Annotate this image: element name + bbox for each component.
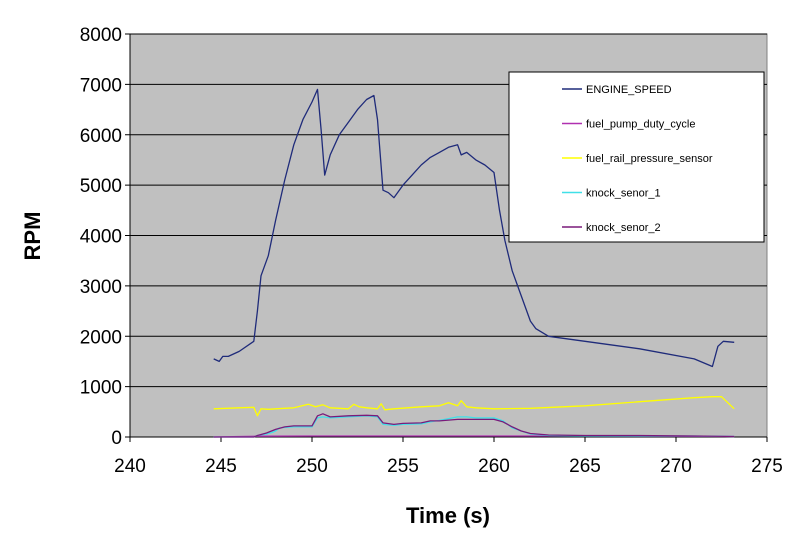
legend-label: knock_senor_1 [586, 188, 661, 200]
x-tick-label: 275 [751, 456, 783, 477]
y-tick-label: 8000 [80, 25, 122, 46]
x-tick-label: 265 [569, 456, 601, 477]
y-tick-label: 5000 [80, 176, 122, 197]
x-tick-label: 240 [114, 456, 146, 477]
y-tick-label: 0 [111, 428, 122, 449]
y-axis-title: RPM [20, 212, 45, 261]
series-line-engine-speed [213, 88, 735, 368]
y-tick-label: 2000 [80, 327, 122, 348]
legend-label: knock_senor_2 [586, 222, 661, 234]
x-tick-label: 255 [387, 456, 419, 477]
x-tick-label: 270 [660, 456, 692, 477]
x-tick-label: 245 [205, 456, 237, 477]
y-tick-label: 6000 [80, 126, 122, 147]
legend: ENGINE_SPEED fuel_pump_duty_cycle fuel_rai… [508, 71, 765, 243]
series-lines [213, 88, 735, 438]
x-tick-label: 260 [478, 456, 510, 477]
legend-label: fuel_rail_pressure_sensor [586, 153, 713, 165]
y-tick-label: 1000 [80, 378, 122, 399]
y-tick-label: 7000 [80, 75, 122, 96]
legend-label: ENGINE_SPEED [586, 84, 672, 96]
x-axis-title: Time (s) [406, 503, 490, 528]
series-line-fuel-rail-pressure-sensor [213, 396, 735, 417]
series-line-knock-senor-2 [213, 413, 735, 438]
legend-box [508, 71, 765, 243]
legend-label: fuel_pump_duty_cycle [586, 119, 695, 131]
x-tick-label: 250 [296, 456, 328, 477]
y-tick-label: 3000 [80, 277, 122, 298]
y-axis-ticks: 0 1000 2000 3000 4000 5000 6000 7000 8000 [80, 25, 130, 449]
y-tick-label: 4000 [80, 227, 122, 248]
